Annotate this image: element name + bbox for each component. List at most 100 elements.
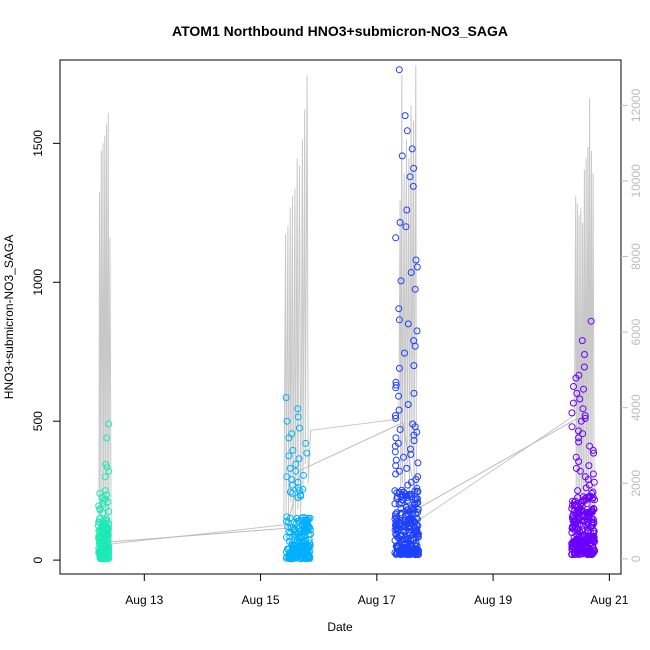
- data-point: [586, 442, 594, 450]
- data-point: [99, 523, 107, 531]
- y-axis-left: 0 500 1000 1500: [31, 130, 60, 563]
- data-point: [286, 514, 294, 522]
- data-point: [575, 438, 583, 446]
- data-point: [403, 127, 411, 135]
- data-point: [408, 145, 416, 153]
- data-point: [588, 521, 596, 529]
- data-point: [395, 406, 403, 414]
- data-point: [294, 494, 302, 502]
- data-point: [102, 516, 110, 524]
- data-point: [105, 547, 112, 555]
- data-point: [569, 538, 577, 546]
- x-tick-label: Aug 13: [125, 593, 163, 607]
- data-point: [393, 531, 401, 539]
- data-point: [398, 152, 406, 160]
- data-point: [282, 548, 290, 556]
- data-point: [292, 460, 300, 468]
- data-point: [577, 417, 585, 425]
- data-point: [404, 320, 412, 328]
- data-point: [401, 516, 409, 524]
- data-point: [575, 551, 583, 558]
- data-point: [589, 446, 597, 454]
- data-point: [392, 381, 400, 389]
- data-point: [399, 550, 407, 558]
- data-point: [96, 515, 104, 523]
- data-point: [392, 470, 400, 478]
- data-point: [574, 487, 582, 495]
- chart-title: ATOM1 Northbound HNO3+submicron-NO3_SAGA: [172, 23, 508, 39]
- data-point: [285, 452, 293, 460]
- data-point: [101, 473, 109, 481]
- data-point: [410, 549, 418, 557]
- data-point: [301, 525, 309, 533]
- data-point: [574, 547, 582, 555]
- data-point: [105, 420, 113, 428]
- data-point: [568, 423, 576, 431]
- data-point: [294, 413, 302, 421]
- data-point: [392, 414, 400, 422]
- data-point: [391, 448, 399, 456]
- data-point: [403, 550, 411, 558]
- data-point: [286, 464, 294, 472]
- data-point: [409, 182, 417, 190]
- data-point: [103, 434, 111, 442]
- data-point: [410, 362, 418, 370]
- x-axis-label: Date: [327, 620, 353, 634]
- y-axis-label: HNO3+submicron-NO3_SAGA: [2, 235, 16, 399]
- data-point: [297, 555, 305, 563]
- data-point: [579, 430, 587, 438]
- right-axis-series: [98, 65, 595, 548]
- data-point: [414, 499, 422, 506]
- data-point: [403, 206, 411, 214]
- data-point: [414, 459, 422, 467]
- data-point: [587, 317, 595, 325]
- data-point: [410, 437, 418, 445]
- data-point: [288, 489, 296, 497]
- data-point: [575, 458, 583, 465]
- data-point: [580, 363, 588, 371]
- y-axis-right: 0 2000 4000 6000 8000 10000 12000: [621, 88, 643, 562]
- data-point: [294, 405, 302, 413]
- data-point: [588, 508, 596, 516]
- data-point: [95, 502, 103, 510]
- data-point: [414, 508, 421, 516]
- data-point: [411, 519, 419, 526]
- data-point: [580, 385, 587, 393]
- data-point: [284, 519, 292, 526]
- data-point: [288, 540, 296, 548]
- data-point: [589, 470, 597, 478]
- data-point: [590, 449, 598, 457]
- data-point: [412, 256, 420, 264]
- data-point: [413, 327, 421, 335]
- right-y-tick-label: 0: [629, 555, 643, 562]
- data-point: [283, 553, 291, 561]
- data-point: [299, 548, 307, 556]
- data-point: [575, 434, 582, 442]
- data-point: [289, 446, 297, 454]
- data-point: [304, 543, 312, 551]
- data-point: [392, 384, 400, 392]
- data-point: [300, 471, 307, 479]
- data-point: [282, 394, 290, 402]
- data-point: [304, 518, 312, 526]
- data-point: [589, 488, 597, 496]
- scatter-points: [94, 66, 599, 563]
- data-point: [291, 528, 298, 536]
- data-point: [304, 554, 311, 562]
- x-tick-label: Aug 17: [358, 593, 396, 607]
- data-point: [580, 513, 588, 521]
- data-point: [397, 532, 405, 540]
- data-point: [100, 542, 107, 550]
- data-point: [407, 493, 415, 501]
- data-point: [414, 533, 422, 541]
- data-point: [395, 364, 403, 372]
- data-point: [393, 517, 400, 525]
- data-point: [584, 527, 592, 535]
- data-point: [403, 546, 411, 554]
- data-point: [407, 269, 415, 276]
- data-point: [406, 520, 414, 527]
- y-tick-label: 1000: [31, 269, 45, 296]
- data-point: [406, 508, 413, 515]
- data-point: [413, 263, 421, 271]
- data-point: [395, 316, 403, 324]
